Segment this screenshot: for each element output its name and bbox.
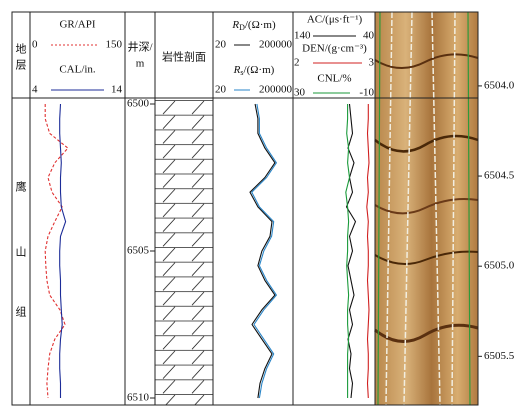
- scale-min: 140: [294, 30, 311, 42]
- curve-sub: D: [239, 23, 245, 32]
- image-depth-label: 6505.5: [484, 350, 515, 362]
- curve: [345, 103, 357, 399]
- scale-max: 150: [106, 39, 123, 51]
- scale-min: 4: [32, 84, 38, 96]
- formation-name: 山: [16, 246, 27, 259]
- curve: [366, 104, 370, 399]
- scale-min: 20: [215, 39, 227, 51]
- curve: [251, 103, 277, 399]
- curve: [59, 103, 67, 398]
- scale-max: -10: [359, 87, 374, 99]
- curve: [249, 103, 276, 399]
- image-depth-label: 6504.5: [484, 170, 515, 182]
- image-depth-label: 6505.0: [484, 260, 515, 272]
- curve-unit: /(Ω·m): [245, 19, 276, 31]
- scale-min: 30: [294, 87, 306, 99]
- formation-name: 组: [16, 305, 27, 319]
- image-texture: [374, 11, 479, 406]
- curve-name: CNL/%: [317, 73, 351, 85]
- scale-min: 20: [215, 84, 227, 96]
- curve-name: CAL/in.: [59, 64, 96, 76]
- depth-label: 6510: [127, 392, 150, 404]
- curve-name: AC/(μs·ft⁻¹): [307, 14, 363, 26]
- scale-max: 3: [369, 57, 375, 69]
- curve-name: GR/API: [59, 19, 95, 31]
- curve-name: DEN/(g·cm⁻³): [302, 43, 367, 55]
- frame: [11, 11, 479, 406]
- scale-min: 0: [32, 39, 38, 51]
- formation-name: 鹰: [16, 180, 27, 194]
- curve: [44, 104, 69, 399]
- lithology-header: 岩性剖面: [162, 50, 206, 64]
- scale-max: 40: [363, 30, 375, 42]
- curve-sub: s: [240, 68, 243, 77]
- curve-unit: /(Ω·m): [244, 64, 275, 76]
- depth-header: 井深/: [127, 40, 153, 54]
- curve-name: Rs/(Ω·m): [233, 64, 275, 77]
- image-depth-label: 6504.0: [484, 79, 515, 91]
- curve: [345, 104, 351, 398]
- depth-label: 6505: [127, 245, 150, 257]
- curve-symbol: R: [233, 64, 241, 76]
- depth-header: m: [136, 58, 145, 70]
- formation-header: 层: [16, 59, 27, 72]
- formation-header: 地: [16, 43, 27, 56]
- scale-max: 14: [111, 84, 123, 96]
- curve-name: RD/(Ω·m): [231, 19, 276, 32]
- lithology-pattern: [155, 100, 213, 405]
- depth-label: 6500: [127, 98, 150, 110]
- scale-min: 2: [294, 57, 300, 69]
- scale-max: 200000: [259, 84, 293, 96]
- scale-max: 200000: [259, 39, 293, 51]
- curve-symbol: R: [231, 19, 239, 31]
